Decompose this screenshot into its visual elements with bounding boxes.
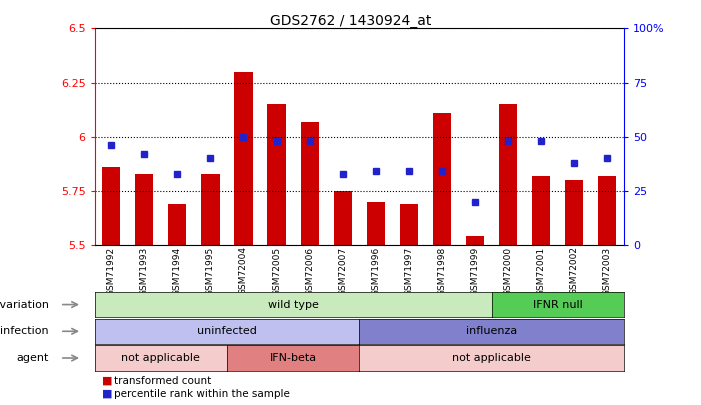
Text: IFN-beta: IFN-beta	[270, 353, 317, 363]
Text: uninfected: uninfected	[197, 326, 257, 336]
Text: infection: infection	[1, 326, 49, 336]
Text: influenza: influenza	[466, 326, 517, 336]
Text: genotype/variation: genotype/variation	[0, 300, 49, 309]
Bar	[433, 113, 451, 245]
Bar	[234, 72, 252, 245]
Bar	[466, 237, 484, 245]
Text: GDS2762 / 1430924_at: GDS2762 / 1430924_at	[270, 14, 431, 28]
Bar	[334, 191, 352, 245]
Text: wild type: wild type	[268, 300, 318, 309]
Bar	[201, 173, 219, 245]
Text: not applicable: not applicable	[452, 353, 531, 363]
Text: percentile rank within the sample: percentile rank within the sample	[114, 389, 290, 399]
Text: transformed count: transformed count	[114, 376, 212, 386]
Bar	[367, 202, 385, 245]
Text: not applicable: not applicable	[121, 353, 200, 363]
Text: ■: ■	[102, 376, 112, 386]
Bar	[135, 173, 154, 245]
Text: IFNR null: IFNR null	[533, 300, 583, 309]
Bar	[532, 176, 550, 245]
Bar	[499, 104, 517, 245]
Bar	[268, 104, 286, 245]
Bar	[598, 176, 616, 245]
Bar	[168, 204, 186, 245]
Bar	[565, 180, 583, 245]
Bar	[102, 167, 121, 245]
Text: agent: agent	[17, 353, 49, 363]
Bar	[301, 122, 319, 245]
Bar	[400, 204, 418, 245]
Text: ■: ■	[102, 389, 112, 399]
